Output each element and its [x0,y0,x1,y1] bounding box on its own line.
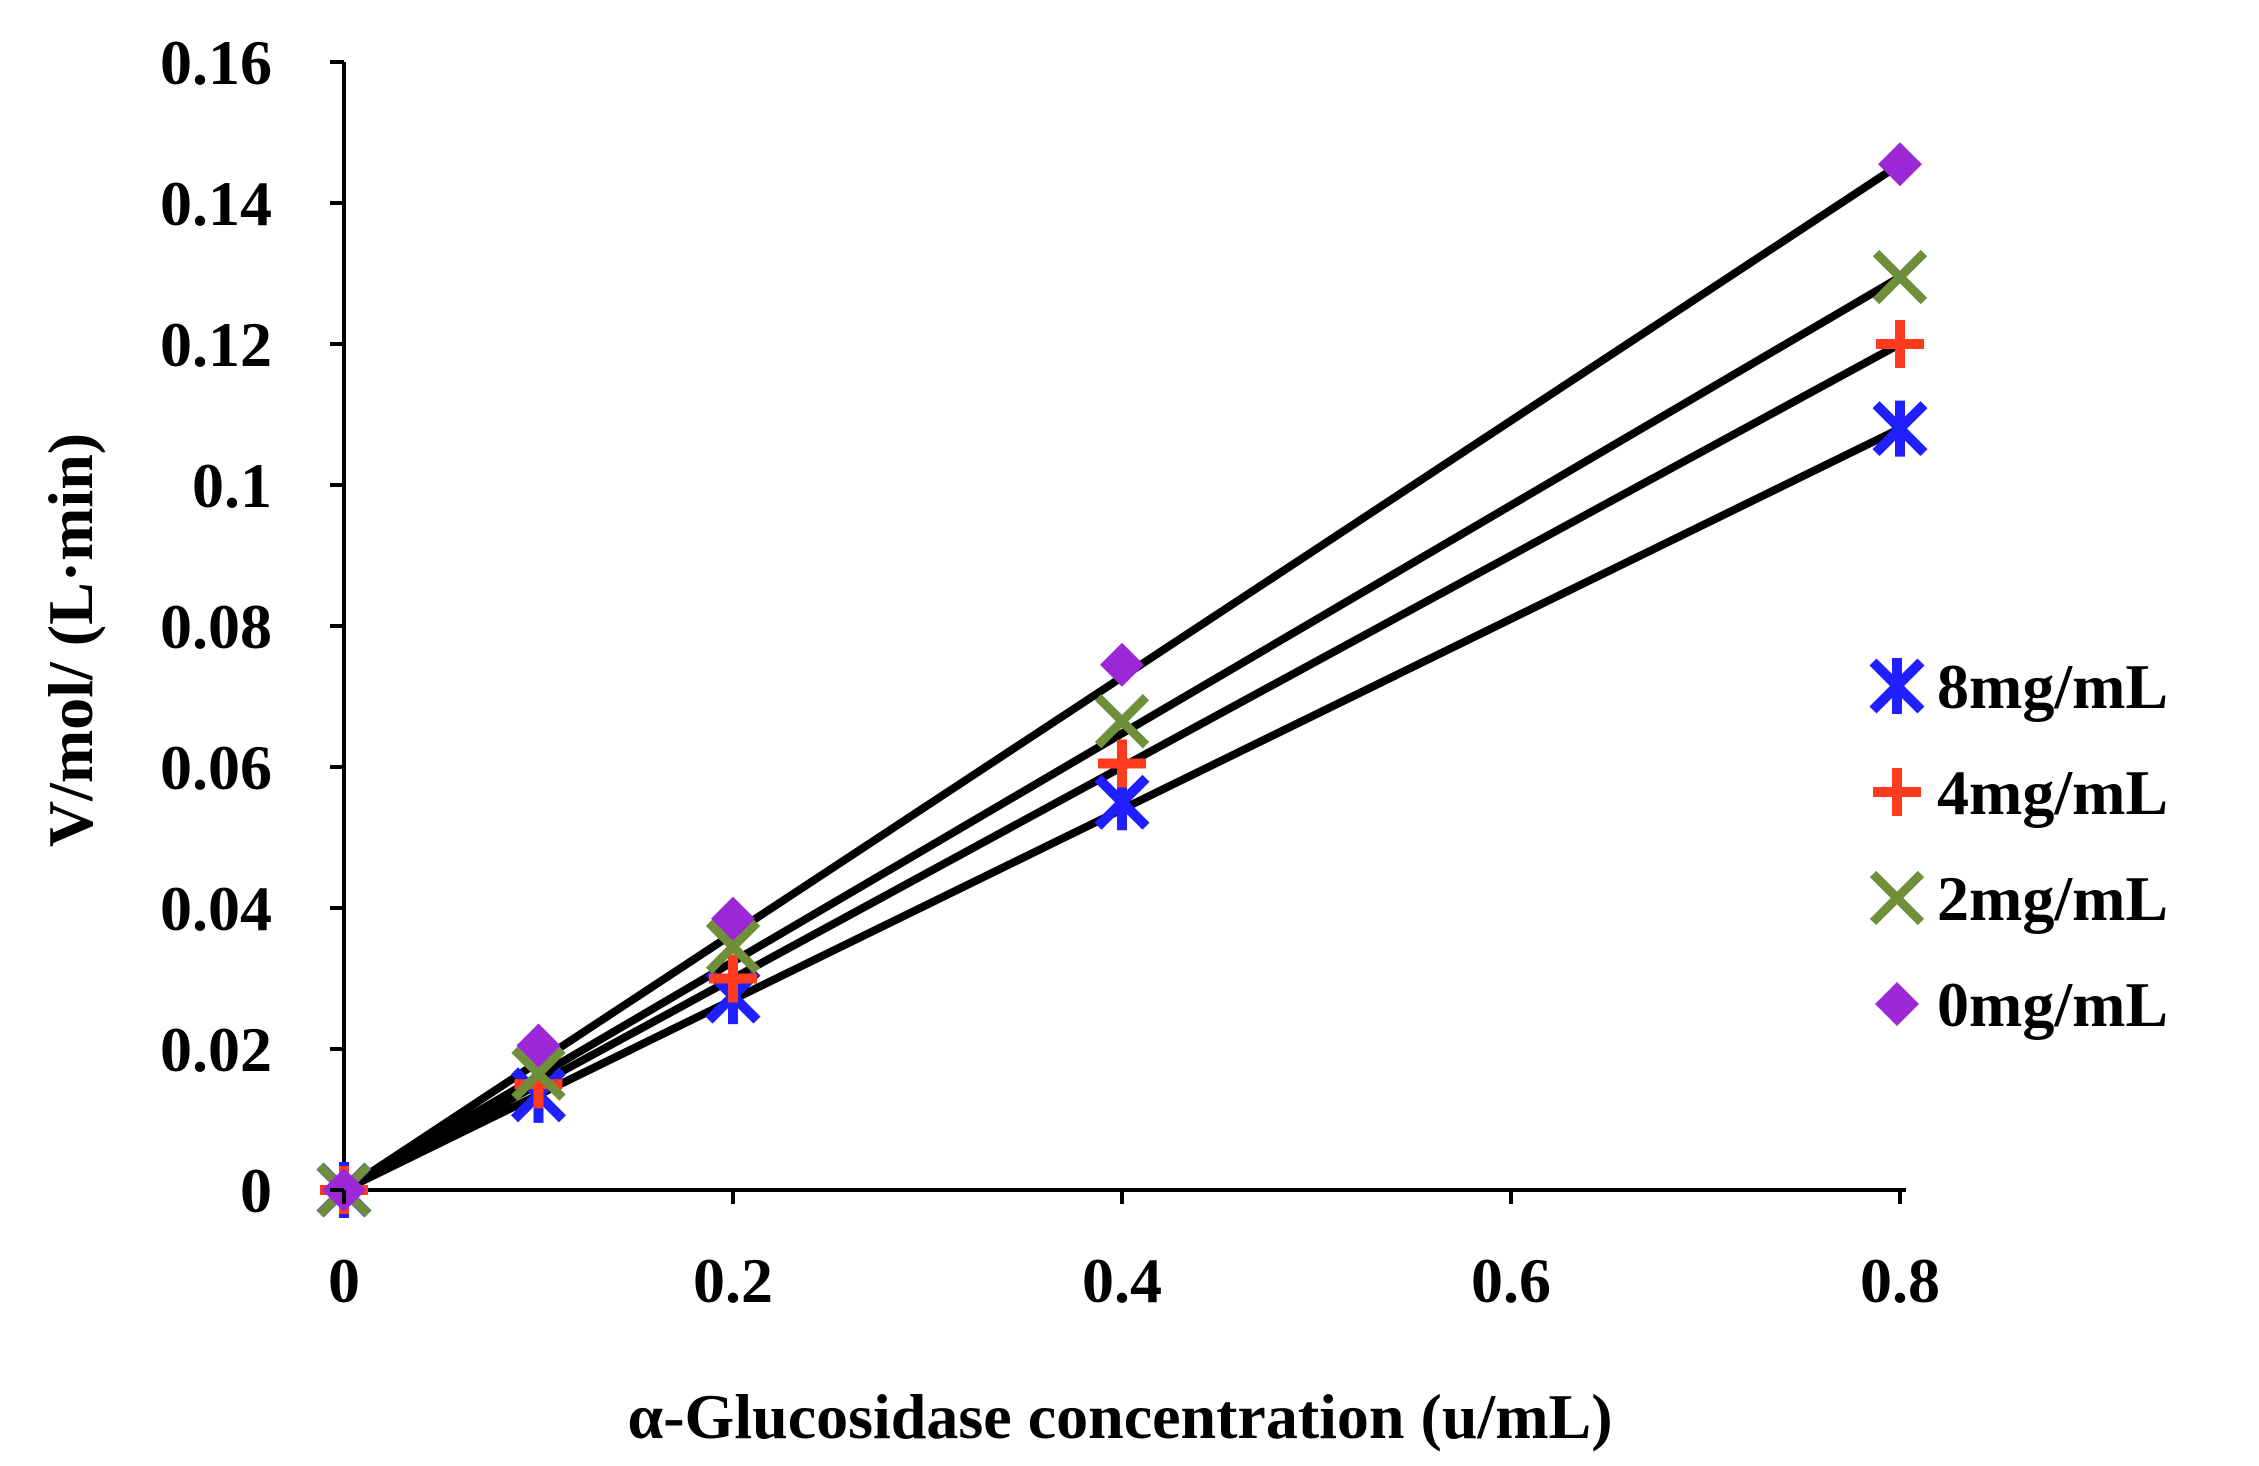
legend-marker [1869,658,1925,714]
point-0mg-mL-4 [1878,142,1922,187]
legend-label: 8mg/mL [1937,651,2168,722]
point-0mg-mL-3 [1100,642,1144,687]
trend-line-2mg-mL [340,273,1904,1194]
x-tick-label: 0.4 [1082,1245,1162,1316]
y-axis-title: V/mol/ (L·min) [35,433,106,847]
point-4mg-mL-2 [709,954,757,1003]
y-tick-label: 0.02 [160,1014,272,1085]
y-tick-label: 0.12 [160,309,272,380]
y-tick-label: 0.16 [160,27,272,98]
y-tick-label: 0.1 [192,450,272,521]
legend-item-0mg-mL: 0mg/mL [1875,969,2168,1040]
legend: 8mg/mL 4mg/mL 2mg/mL 0mg/mL [1869,651,2168,1040]
x-tick-label: 0.8 [1860,1245,1940,1316]
legend-item-4mg-mL: 4mg/mL [1873,757,2168,828]
markers-group [316,142,1928,1218]
legend-label: 0mg/mL [1937,969,2168,1040]
y-tick-label: 0.04 [160,873,272,944]
point-4mg-mL-4 [1876,320,1924,368]
point-2mg-mL-1 [511,1046,566,1101]
legend-marker [1875,982,1919,1026]
x-tick-label: 0 [328,1245,360,1316]
point-2mg-mL-4 [1872,249,1928,305]
legend-label: 4mg/mL [1937,757,2168,828]
x-tick-label: 0.2 [693,1245,773,1316]
y-tick-label: 0.08 [160,591,272,662]
y-tick-label: 0.06 [160,732,272,803]
legend-label: 2mg/mL [1937,863,2168,934]
x-axis-title: α-Glucosidase concentration (u/mL) [628,1381,1613,1452]
axes-group [342,62,1906,1192]
point-2mg-mL-2 [705,919,761,974]
y-tick-label: 0.14 [160,168,272,239]
legend-marker [1869,870,1925,926]
x-tick-label: 0.6 [1471,1245,1551,1316]
legend-item-2mg-mL: 2mg/mL [1869,863,2168,934]
point-0mg-mL-1 [516,1023,561,1068]
legend-marker [1873,768,1921,816]
point-4mg-mL-3 [1098,739,1146,788]
point-8mg-mL-4 [1872,400,1928,457]
y-tick-label: 0 [240,1155,272,1226]
legend-item-8mg-mL: 8mg/mL [1869,651,2168,722]
ticks-group: 0 0.02 0.04 0.06 0.08 0.1 0.12 0.14 0.16 0 0.2 0.4 0… [160,27,1940,1316]
point-0mg-mL-2 [711,896,755,941]
point-2mg-mL-3 [1094,693,1150,749]
